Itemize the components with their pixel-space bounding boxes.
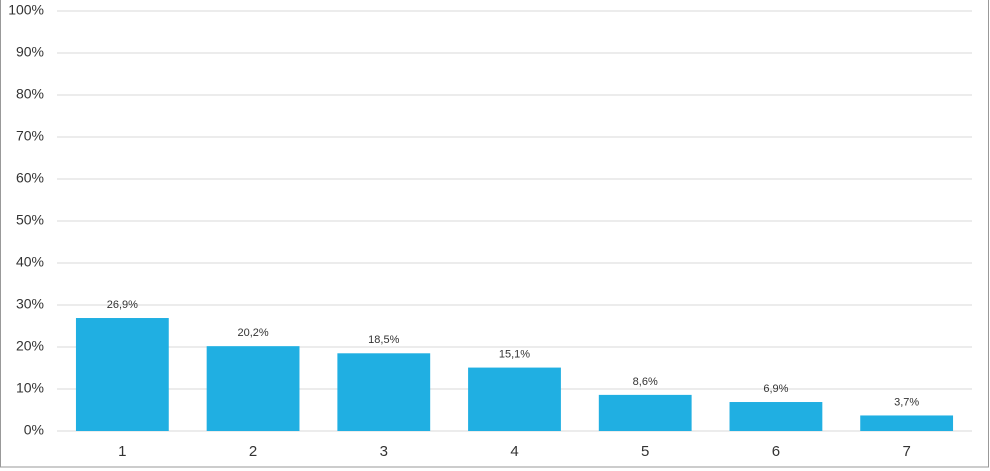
- value-label: 15,1%: [499, 348, 530, 360]
- y-tick-label: 40%: [16, 254, 44, 270]
- bar: [337, 353, 431, 431]
- x-tick-label: 2: [249, 443, 257, 460]
- y-tick-label: 10%: [16, 380, 44, 396]
- x-tick-label: 1: [118, 443, 126, 460]
- y-tick-label: 0%: [24, 422, 44, 438]
- y-tick-label: 20%: [16, 338, 44, 354]
- value-label: 18,5%: [368, 334, 399, 346]
- x-tick-label: 5: [641, 443, 649, 460]
- y-tick-label: 100%: [8, 2, 44, 18]
- value-label: 8,6%: [633, 376, 658, 388]
- bar: [729, 402, 823, 431]
- y-tick-label: 50%: [16, 212, 44, 228]
- y-tick-label: 70%: [16, 128, 44, 144]
- value-label: 3,7%: [894, 396, 919, 408]
- x-tick-label: 3: [380, 443, 388, 460]
- bar: [860, 415, 954, 431]
- value-label: 6,9%: [763, 383, 788, 395]
- value-label: 26,9%: [107, 299, 138, 311]
- x-tick-label: 4: [510, 443, 518, 460]
- bar: [598, 394, 692, 431]
- bar: [75, 318, 169, 431]
- y-tick-label: 60%: [16, 170, 44, 186]
- y-tick-label: 30%: [16, 296, 44, 312]
- y-tick-label: 90%: [16, 44, 44, 60]
- bar: [206, 346, 300, 431]
- x-tick-label: 6: [772, 443, 780, 460]
- value-label: 20,2%: [237, 327, 268, 339]
- x-tick-label: 7: [902, 443, 910, 460]
- y-tick-label: 80%: [16, 86, 44, 102]
- bar: [468, 367, 561, 431]
